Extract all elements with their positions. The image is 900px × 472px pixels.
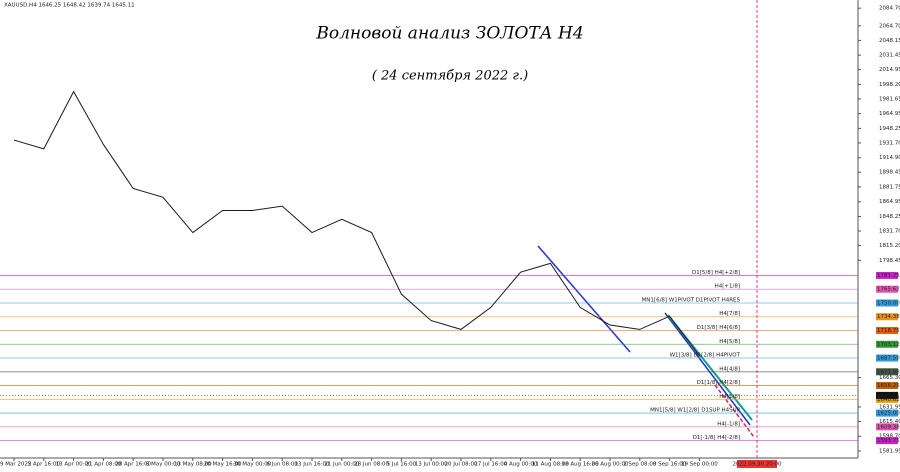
x-tick-label: 13 Jun 16:00 <box>295 462 330 468</box>
y-tick-label: 1798.45 <box>879 258 900 264</box>
level-name: H4[-1/8] <box>717 421 740 427</box>
y-tick-label: 1881.75 <box>879 184 900 190</box>
y-tick-label: 1898.45 <box>879 170 900 176</box>
y-tick-label: 2048.15 <box>879 38 900 44</box>
level-name: H4[4/8] <box>719 366 740 372</box>
x-tick-label: 2 Sep 08:00 <box>623 462 657 468</box>
future-box <box>737 460 777 468</box>
level-label: 1625.00 <box>877 411 900 417</box>
level-label: 1750.00 <box>877 300 900 306</box>
y-tick-label: 1931.70 <box>879 140 900 146</box>
level-box <box>876 313 898 321</box>
x-tick-label: 5 Jul 16:00 <box>387 462 417 468</box>
y-tick-label: 1848.25 <box>879 214 900 220</box>
price-line <box>13 90 700 357</box>
level-label: 1781.25 <box>877 273 900 279</box>
x-tick-label: 27 Jul 16:00 <box>474 462 507 468</box>
level-name: H4[7/8] <box>719 311 740 317</box>
chart-title: Волновой анализ ЗОЛОТА H4 <box>315 24 583 44</box>
level-name: H4[1/8] <box>719 394 740 400</box>
x-tick-label: 29 Mar 2022 <box>0 462 31 468</box>
level-box <box>876 271 898 279</box>
level-name: H4[5/8] <box>719 339 740 345</box>
x-tick-label: 30 May 00:00 <box>234 462 272 468</box>
level-box <box>876 395 898 403</box>
y-tick-label: 2064.70 <box>879 23 900 29</box>
level-label: 1718.75 <box>877 328 900 334</box>
level-box <box>876 382 898 390</box>
future-label: 2022.09.30 20:00 <box>732 462 782 468</box>
x-tick-label: 5 Apr 16:00 <box>28 462 61 468</box>
level-box <box>876 299 898 307</box>
x-tick-label: 18 Aug 16:00 <box>562 462 600 468</box>
level-box <box>876 285 898 293</box>
level-label: 1640.62 <box>877 397 900 403</box>
level-name: D1[-1/8] H4[-2/8] <box>693 435 740 441</box>
y-tick-label: 1864.95 <box>879 199 900 205</box>
x-tick-label: 13 Jul 00:00 <box>415 462 448 468</box>
x-tick-label: 20 May 16:00 <box>204 462 242 468</box>
y-tick-label: 1615.40 <box>879 419 900 425</box>
x-tick-label: 9 Sep 16:00 <box>653 462 687 468</box>
x-tick-label: 11 Aug 08:00 <box>532 462 570 468</box>
y-tick-label: 1665.30 <box>879 375 900 381</box>
x-tick-label: 19 Sep 00:00 <box>681 462 718 468</box>
last-price-box <box>876 391 898 399</box>
level-label: 1671.88 <box>877 369 900 375</box>
y-tick-label: 1815.20 <box>879 243 900 249</box>
y-tick-label: 1914.90 <box>879 155 900 161</box>
y-tick-label: 1998.20 <box>879 82 900 88</box>
level-box <box>876 340 898 348</box>
level-label: 1656.25 <box>877 383 900 389</box>
level-label: 1687.50 <box>877 356 900 362</box>
y-tick-label: 1964.95 <box>879 111 900 117</box>
level-label: 1593.75 <box>877 438 900 444</box>
chart-subtitle: ( 24 сентября 2022 г.) <box>372 69 528 84</box>
x-tick-label: 13 Apr 00:00 <box>56 462 92 468</box>
x-tick-label: 4 Aug 00:00 <box>504 462 538 468</box>
x-tick-label: 21 Apr 08:00 <box>85 462 121 468</box>
y-tick-label: 1948.25 <box>879 126 900 132</box>
level-label: 1609.38 <box>877 424 900 430</box>
level-name: D1[3/8] H4[6/8] <box>697 325 740 331</box>
y-tick-label: 2031.45 <box>879 53 900 59</box>
last-price-label: 1645.11 <box>877 393 900 399</box>
trend-line <box>537 245 631 353</box>
y-tick-label: 1598.70 <box>879 434 900 440</box>
x-tick-label: 28 Apr 16:00 <box>115 462 151 468</box>
x-tick-label: 20 Jul 08:00 <box>445 462 478 468</box>
level-name: D1[1/8] H4[2/8] <box>697 380 740 386</box>
level-box <box>876 327 898 335</box>
y-tick-label: 2014.95 <box>879 67 900 73</box>
x-tick-label: 6 Jun 08:00 <box>266 462 298 468</box>
level-name: H4[+1/8] <box>715 284 740 290</box>
x-tick-label: 26 Aug 00:00 <box>591 462 629 468</box>
level-box <box>876 409 898 417</box>
level-box <box>876 354 898 362</box>
level-label: 1765.62 <box>877 287 900 293</box>
y-tick-label: 1831.70 <box>879 229 900 235</box>
level-box <box>876 437 898 445</box>
level-name: W1[3/8] D1[2/8] H4PIVOT <box>670 353 741 359</box>
trend-line <box>664 312 751 426</box>
x-tick-label: 21 Jun 00:00 <box>324 462 359 468</box>
x-tick-label: 13 May 08:00 <box>174 462 212 468</box>
y-tick-label: 1631.95 <box>879 404 900 410</box>
level-name: D1[5/8] H4[+2/8] <box>692 270 740 276</box>
level-name: MN1[6/8] W1PIVOT D1PIVOT H4RES <box>642 297 741 303</box>
header: XAUUSD,H4 1646.25 1648.42 1639.74 1645.1… <box>4 3 135 9</box>
y-tick-label: 1581.95 <box>879 448 900 454</box>
y-tick-label: 2084.70 <box>879 6 900 12</box>
level-name: MN1[5/8] W1[2/8] D1SUP H4SUP <box>650 408 741 414</box>
level-label: 1734.38 <box>877 314 900 320</box>
x-tick-label: 6 May 00:00 <box>146 462 181 468</box>
x-tick-label: 28 Jun 08:00 <box>354 462 389 468</box>
level-label: 1703.12 <box>877 342 900 348</box>
y-tick-label: 1981.65 <box>879 96 900 102</box>
level-box <box>876 368 898 376</box>
level-box <box>876 423 898 431</box>
forecast-arrow <box>714 384 755 438</box>
